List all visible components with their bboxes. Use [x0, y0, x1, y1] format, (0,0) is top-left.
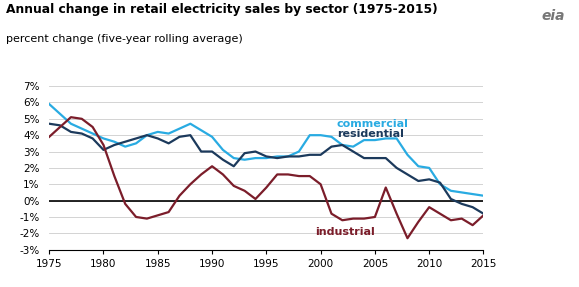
Text: commercial: commercial: [337, 119, 409, 129]
Text: residential: residential: [337, 129, 404, 139]
Text: percent change (five-year rolling average): percent change (five-year rolling averag…: [6, 34, 243, 44]
Text: Annual change in retail electricity sales by sector (1975-2015): Annual change in retail electricity sale…: [6, 3, 437, 16]
Text: industrial: industrial: [315, 227, 375, 237]
Text: eia: eia: [541, 9, 565, 23]
